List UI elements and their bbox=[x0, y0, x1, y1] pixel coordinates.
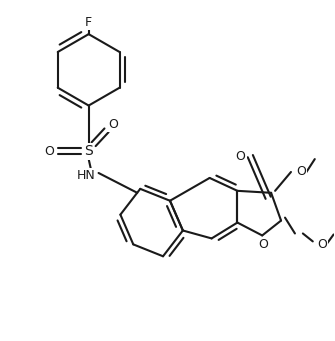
Text: O: O bbox=[258, 238, 268, 251]
Text: O: O bbox=[109, 118, 118, 131]
Text: S: S bbox=[84, 144, 93, 158]
Text: HN: HN bbox=[76, 169, 95, 182]
Text: O: O bbox=[44, 145, 54, 158]
Text: O: O bbox=[317, 238, 327, 251]
Text: O: O bbox=[236, 150, 245, 163]
Text: F: F bbox=[85, 16, 92, 29]
Text: O: O bbox=[296, 165, 306, 178]
